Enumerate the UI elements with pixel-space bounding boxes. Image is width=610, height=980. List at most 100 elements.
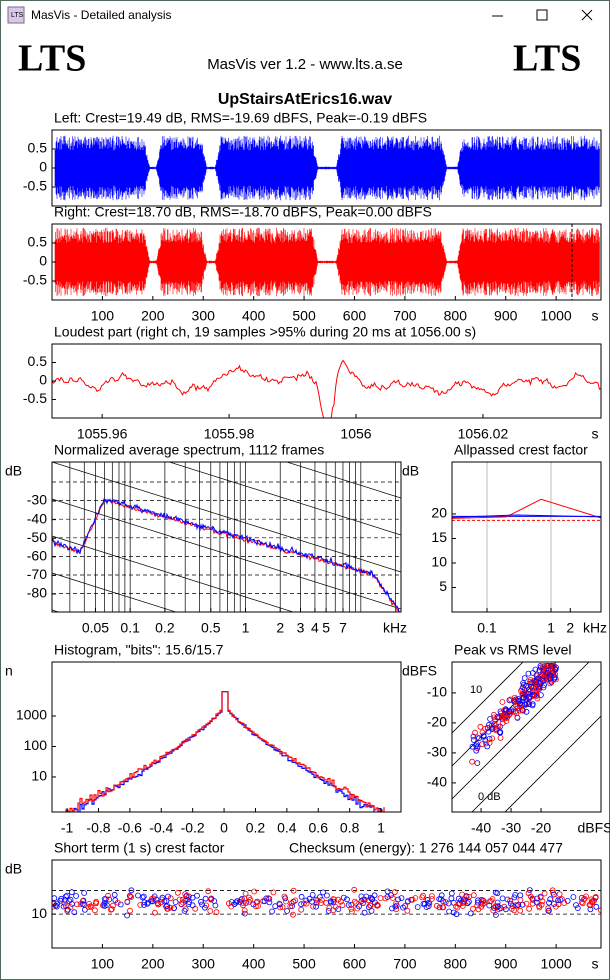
x-unit: kHz — [583, 620, 607, 636]
scatter-point — [517, 907, 524, 914]
scatter-point — [389, 905, 395, 912]
scatter-point — [251, 888, 258, 895]
scatter-point — [392, 903, 399, 910]
scatter-point — [300, 900, 307, 907]
scatter-point — [161, 898, 168, 905]
minimize-button[interactable] — [475, 1, 520, 30]
scatter-point — [514, 703, 521, 710]
x-tick-label: 0.1 — [120, 620, 140, 636]
scatter-point — [62, 893, 69, 900]
scatter-point — [404, 907, 411, 914]
scatter-point — [482, 737, 489, 744]
x-tick-label: 200 — [141, 956, 165, 972]
scatter-point — [88, 904, 95, 910]
scatter-point — [105, 892, 111, 899]
panel-title: Normalized average spectrum, 1112 frames — [54, 442, 324, 458]
scatter-point — [494, 890, 501, 897]
scatter-point — [108, 906, 114, 913]
scatter-point — [436, 904, 443, 911]
x-unit: s — [592, 308, 599, 324]
scatter-point — [242, 890, 249, 897]
x-unit: kHz — [383, 620, 407, 636]
x-tick-label: 0.4 — [277, 820, 297, 836]
y-unit: dB — [5, 861, 22, 877]
slope-line — [52, 462, 401, 573]
x-tick-label: 0.6 — [309, 820, 329, 836]
y-tick-label: -60 — [27, 547, 47, 563]
scatter-point — [428, 893, 435, 899]
scatter-point — [351, 886, 358, 893]
slope-line — [168, 462, 401, 536]
scatter-point — [207, 896, 214, 903]
scatter-point — [497, 729, 504, 736]
scatter-point — [486, 736, 493, 742]
scatter-point — [180, 899, 186, 906]
scatter-point — [330, 899, 337, 905]
scatter-point — [514, 902, 521, 909]
x-tick-label: 1000 — [541, 308, 572, 324]
close-button[interactable] — [565, 1, 609, 30]
slope-line — [52, 572, 177, 612]
scatter-point — [309, 892, 316, 898]
x-unit: dBFS — [577, 820, 610, 836]
scatter-point — [58, 895, 65, 902]
x-tick-label: 2 — [276, 620, 284, 636]
scatter-point — [482, 740, 489, 747]
scatter-point — [68, 889, 75, 896]
y-tick-label: -0.5 — [23, 178, 47, 194]
scatter-point — [487, 716, 494, 722]
scatter-point — [482, 725, 489, 732]
scatter-point — [479, 897, 486, 904]
scatter-point — [351, 898, 358, 905]
crest-curve — [452, 514, 601, 518]
scatter-point — [172, 899, 179, 905]
scatter-point — [52, 903, 56, 910]
window-title: MasVis - Detailed analysis — [31, 8, 172, 22]
scatter-point — [53, 903, 60, 910]
plot-frame — [51, 461, 402, 613]
x-unit: s — [592, 956, 599, 972]
scatter-point — [555, 901, 562, 908]
scatter-point — [556, 891, 563, 897]
y-tick-label: -10 — [427, 684, 447, 700]
scatter-point — [367, 902, 374, 909]
scatter-point — [384, 894, 391, 900]
y-unit: dB — [402, 463, 419, 479]
scatter-point — [117, 901, 124, 908]
annotation: 10 — [470, 684, 482, 696]
scatter-point — [365, 904, 372, 911]
scatter-point — [313, 896, 320, 903]
scatter-point — [592, 894, 599, 900]
scatter-point — [393, 906, 400, 913]
scatter-point — [155, 901, 162, 908]
scatter-point — [181, 908, 188, 914]
panel-title: Loudest part (right ch, 19 samples >95% … — [54, 324, 476, 340]
scatter-point — [527, 694, 533, 701]
scatter-point — [240, 902, 247, 909]
maximize-button[interactable] — [520, 1, 565, 30]
scatter-point — [298, 906, 305, 913]
scatter-point — [479, 741, 486, 748]
x-tick-label: 200 — [141, 308, 165, 324]
scatter-point — [526, 693, 533, 700]
y-tick-label: -30 — [427, 744, 447, 760]
scatter-point — [579, 900, 586, 907]
scatter-point — [541, 663, 548, 670]
scatter-point — [467, 910, 474, 917]
scatter-point — [504, 896, 511, 903]
scatter-point — [198, 898, 204, 905]
scatter-point — [480, 732, 487, 739]
scatter-point — [552, 896, 559, 902]
scatter-point — [320, 889, 326, 896]
scatter-point — [536, 686, 543, 692]
scatter-point — [515, 902, 522, 908]
scatter-point — [499, 699, 506, 705]
scatter-point — [241, 907, 248, 914]
scatter-point — [446, 908, 453, 915]
scatter-point — [511, 894, 518, 901]
scatter-point — [437, 896, 444, 902]
scatter-point — [141, 902, 148, 908]
scatter-point — [205, 888, 212, 895]
plot-area — [452, 662, 601, 812]
